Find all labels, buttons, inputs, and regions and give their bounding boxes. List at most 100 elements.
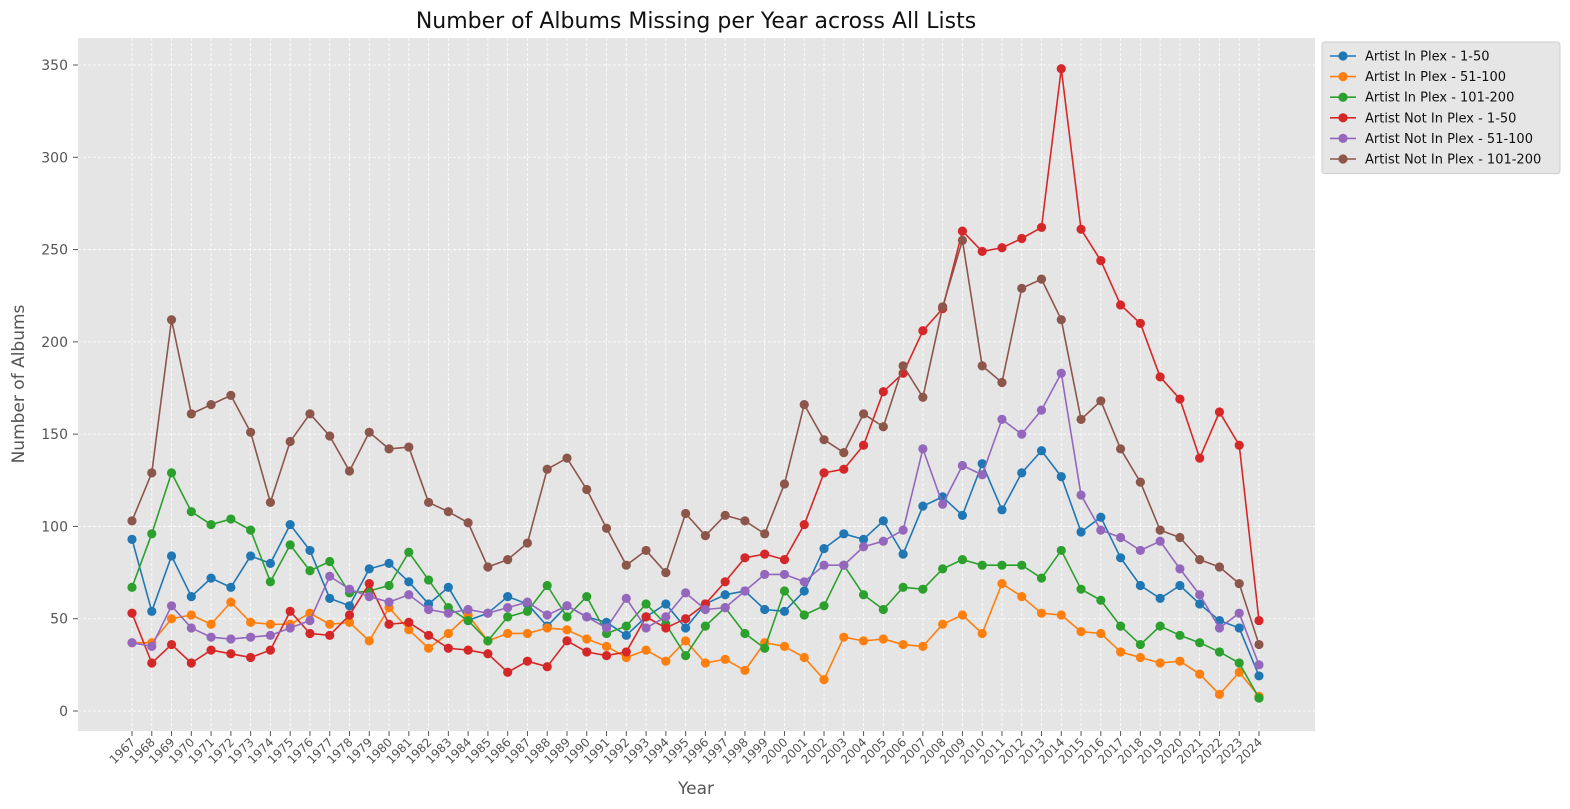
- data-point: [799, 610, 809, 620]
- data-point: [601, 523, 612, 533]
- data-point: [384, 580, 394, 591]
- data-point: [166, 468, 177, 478]
- data-point: [997, 505, 1007, 515]
- data-point: [246, 551, 256, 561]
- data-point: [186, 507, 196, 517]
- series-layer: [127, 64, 1264, 703]
- data-point: [186, 591, 196, 602]
- data-point: [740, 586, 750, 596]
- data-point: [1017, 283, 1027, 293]
- data-point: [1056, 315, 1066, 325]
- data-point: [1096, 525, 1106, 535]
- legend-item: Artist Not In Plex - 51-100: [1330, 132, 1533, 147]
- data-point: [542, 662, 552, 672]
- series-1: [127, 579, 1264, 701]
- data-point: [1155, 372, 1165, 382]
- data-point: [384, 597, 394, 607]
- legend: Artist In Plex - 1-50 Artist In Plex - 51…: [1321, 41, 1561, 175]
- data-point: [1254, 639, 1264, 650]
- y-tick-label: 0: [59, 704, 68, 720]
- data-point: [483, 608, 493, 618]
- data-point: [1115, 621, 1126, 631]
- data-point: [1017, 560, 1027, 570]
- series-line: [131, 372, 1260, 666]
- data-point: [1214, 623, 1225, 633]
- data-point: [661, 623, 671, 633]
- legend-marker: [1338, 51, 1348, 61]
- y-tick-label: 100: [41, 519, 68, 535]
- data-point: [1234, 667, 1244, 677]
- data-point: [147, 606, 157, 616]
- data-point: [700, 621, 710, 631]
- data-point: [305, 615, 315, 626]
- legend-marker: [1338, 92, 1348, 102]
- legend-item: Artist In Plex - 51-100: [1330, 70, 1506, 85]
- data-point: [325, 593, 335, 604]
- data-point: [1155, 621, 1165, 631]
- legend-item: Artist In Plex - 101-200: [1330, 91, 1514, 106]
- data-point: [1135, 639, 1145, 650]
- data-point: [1254, 671, 1264, 681]
- data-point: [364, 564, 374, 574]
- data-point: [1195, 555, 1205, 565]
- data-point: [503, 612, 513, 622]
- data-point: [127, 608, 137, 618]
- data-point: [305, 628, 315, 639]
- data-point: [166, 639, 177, 650]
- data-point: [384, 619, 394, 629]
- data-point: [1056, 610, 1066, 620]
- data-point: [799, 577, 809, 587]
- data-point: [839, 632, 849, 642]
- data-point: [997, 377, 1007, 388]
- data-point: [878, 422, 888, 432]
- data-point: [621, 621, 631, 631]
- data-point: [542, 580, 552, 591]
- data-point: [1076, 527, 1086, 537]
- data-point: [186, 623, 196, 633]
- data-point: [918, 501, 928, 511]
- data-point: [601, 651, 612, 661]
- data-point: [997, 414, 1007, 424]
- data-point: [997, 579, 1007, 589]
- data-point: [127, 534, 137, 544]
- data-point: [918, 641, 928, 652]
- data-point: [443, 643, 453, 653]
- data-point: [423, 643, 434, 653]
- data-point: [265, 558, 276, 568]
- data-point: [681, 588, 691, 598]
- data-point: [186, 610, 196, 620]
- data-point: [344, 601, 355, 611]
- data-point: [799, 519, 809, 530]
- data-point: [740, 628, 750, 639]
- data-point: [957, 510, 968, 520]
- data-point: [147, 468, 157, 478]
- data-point: [325, 630, 335, 640]
- data-point: [1175, 394, 1185, 404]
- data-point: [641, 545, 651, 556]
- series-3: [127, 64, 1264, 677]
- data-point: [325, 571, 335, 581]
- data-point: [858, 542, 869, 552]
- data-point: [206, 519, 216, 530]
- legend-item: Artist Not In Plex - 1-50: [1330, 111, 1516, 126]
- data-point: [384, 558, 394, 568]
- data-point: [186, 658, 196, 668]
- data-point: [1076, 224, 1086, 234]
- data-point: [562, 601, 572, 611]
- data-point: [582, 591, 592, 602]
- data-point: [226, 514, 236, 524]
- data-point: [681, 508, 691, 519]
- series-4: [127, 368, 1264, 670]
- data-point: [957, 460, 968, 471]
- data-point: [423, 630, 434, 640]
- data-point: [720, 654, 730, 664]
- data-point: [1056, 368, 1066, 378]
- data-point: [601, 623, 612, 633]
- data-point: [878, 536, 888, 546]
- data-point: [641, 612, 651, 622]
- data-point: [246, 632, 256, 642]
- data-point: [325, 556, 335, 567]
- data-point: [878, 387, 888, 397]
- data-point: [997, 560, 1007, 570]
- series-0: [127, 446, 1264, 681]
